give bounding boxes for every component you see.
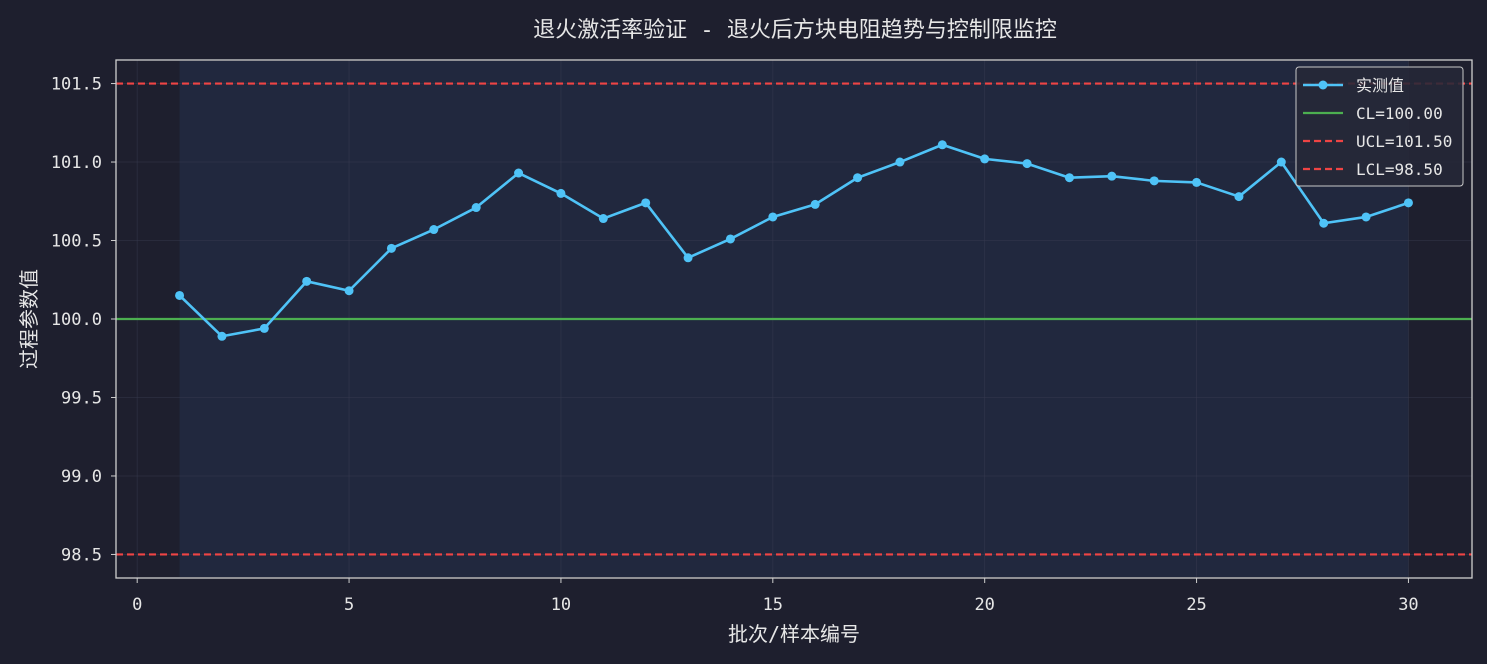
control-limit-lines — [116, 82, 1472, 556]
data-point — [344, 286, 354, 296]
data-point — [810, 199, 820, 209]
data-point — [937, 140, 947, 150]
data-point — [1192, 177, 1202, 187]
series-layer — [175, 140, 1413, 341]
data-point — [725, 234, 735, 244]
x-tick-label: 20 — [974, 595, 994, 615]
data-point — [175, 290, 185, 300]
data-point — [1319, 218, 1329, 228]
legend-label-control-2: LCL=98.50 — [1356, 160, 1443, 179]
chart-title: 退火激活率验证 - 退火后方块电阻趋势与控制限监控 — [533, 18, 1057, 43]
data-point — [1064, 173, 1074, 183]
data-point — [1149, 176, 1159, 186]
x-tick-label: 5 — [344, 595, 354, 615]
x-axis-ticks: 0 5 10 15 20 25 30 — [132, 578, 1419, 615]
data-point — [217, 331, 227, 341]
legend: 实测值 CL=100.00 UCL=101.50 LCL=98.50 — [1295, 66, 1464, 187]
y-tick-label: 101.5 — [51, 75, 102, 95]
legend-label-control-1: UCL=101.50 — [1356, 132, 1452, 151]
x-tick-label: 30 — [1398, 595, 1418, 615]
data-point — [1022, 159, 1032, 169]
x-tick-label: 10 — [551, 595, 571, 615]
data-point — [641, 198, 651, 208]
y-axis-label: 过程参数值 — [17, 269, 41, 369]
data-point — [1107, 171, 1117, 181]
x-tick-label: 25 — [1186, 595, 1206, 615]
data-point — [895, 157, 905, 167]
y-tick-label: 100.5 — [51, 232, 102, 252]
data-point — [556, 188, 566, 198]
data-point — [1403, 198, 1413, 208]
data-point — [598, 214, 608, 224]
y-tick-label: 99.5 — [61, 388, 102, 408]
y-tick-label: 98.5 — [61, 545, 102, 565]
data-point — [768, 212, 778, 222]
data-point — [683, 253, 693, 263]
y-tick-label: 99.0 — [61, 467, 102, 487]
x-axis-label: 批次/样本编号 — [728, 622, 860, 646]
legend-marker-series — [1318, 80, 1328, 90]
series-line-0 — [178, 143, 1409, 338]
data-point — [1276, 157, 1286, 167]
data-point — [386, 243, 396, 253]
legend-box — [1295, 66, 1464, 187]
data-point — [1234, 192, 1244, 202]
x-tick-label: 0 — [132, 595, 142, 615]
data-point — [514, 168, 524, 178]
data-point — [1361, 212, 1371, 222]
data-point — [980, 154, 990, 164]
y-axis-ticks: 98.5 99.0 99.5 100.0 100.5 101.0 101.5 — [51, 75, 116, 565]
legend-label-control-0: CL=100.00 — [1356, 104, 1443, 123]
data-point — [853, 173, 863, 183]
data-point — [429, 225, 439, 235]
y-tick-label: 101.0 — [51, 153, 102, 173]
data-point — [302, 276, 312, 286]
data-point — [471, 203, 481, 213]
y-tick-label: 100.0 — [51, 310, 102, 330]
x-tick-label: 15 — [763, 595, 783, 615]
data-point — [259, 323, 269, 333]
legend-label-series: 实测值 — [1356, 76, 1404, 95]
